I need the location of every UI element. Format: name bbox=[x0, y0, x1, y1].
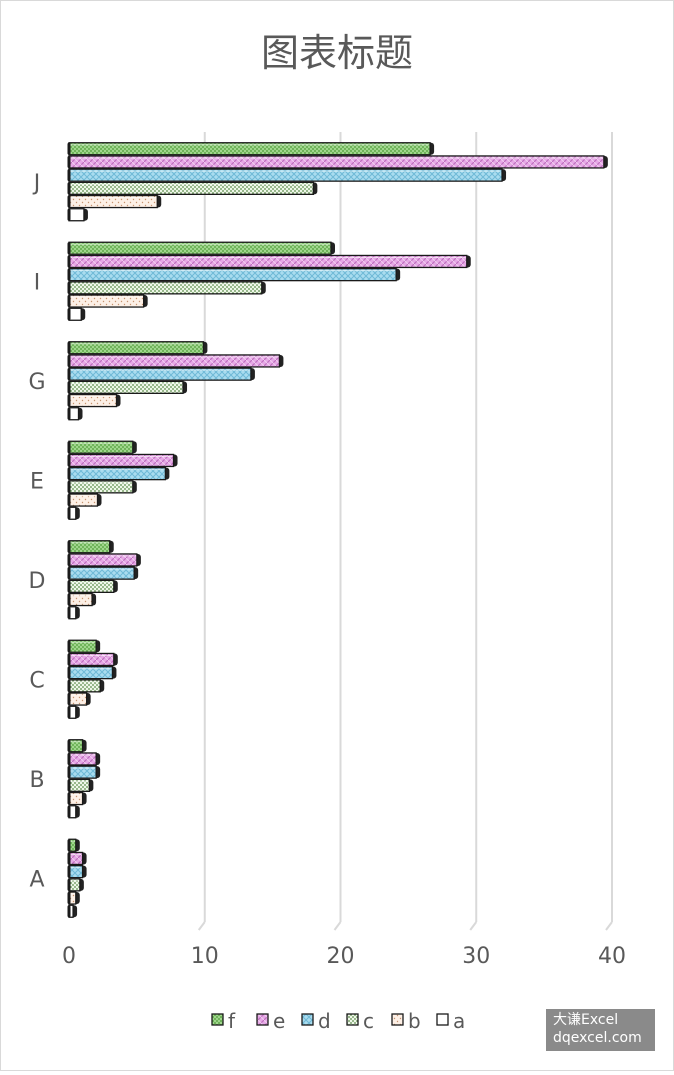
watermark-line1: 大谦Excel bbox=[553, 1012, 619, 1028]
gridline-foot bbox=[469, 921, 478, 931]
bar-start-cap bbox=[67, 268, 71, 281]
legend-swatch-a bbox=[436, 1013, 449, 1026]
bar-start-cap bbox=[67, 480, 71, 493]
category-labels: A B C D E G I J bbox=[28, 171, 45, 893]
category-label: J bbox=[32, 171, 41, 196]
bar-start-cap bbox=[67, 779, 71, 792]
bar-start-cap bbox=[67, 878, 71, 891]
bar-start-cap bbox=[67, 341, 71, 354]
legend-label-d: d bbox=[318, 1009, 331, 1033]
legend-label-b: b bbox=[408, 1009, 421, 1033]
bar-start-cap bbox=[67, 892, 71, 905]
bar-start-cap bbox=[67, 792, 71, 805]
bar-start-cap bbox=[67, 381, 71, 394]
bar-start-cap bbox=[67, 852, 71, 865]
category-label: G bbox=[28, 370, 45, 395]
bar-start-cap bbox=[67, 640, 71, 653]
bar-start-cap bbox=[67, 195, 71, 208]
bar-start-cap bbox=[67, 666, 71, 679]
bar-start-cap bbox=[67, 839, 71, 852]
bar-start-cap bbox=[67, 567, 71, 580]
bar-start-cap bbox=[67, 494, 71, 507]
bar-start-cap bbox=[67, 540, 71, 553]
legend-label-e: e bbox=[273, 1009, 285, 1033]
bars bbox=[67, 142, 608, 918]
bar-start-cap bbox=[67, 905, 71, 918]
category-label: E bbox=[30, 469, 44, 494]
bar-start-cap bbox=[67, 593, 71, 606]
bar-start-cap bbox=[67, 653, 71, 666]
bar-start-cap bbox=[67, 441, 71, 454]
bar-start-cap bbox=[67, 454, 71, 467]
bar-start-cap bbox=[67, 706, 71, 719]
legend-swatch-c bbox=[346, 1013, 359, 1026]
bar-start-cap bbox=[67, 182, 71, 195]
bar-start-cap bbox=[67, 865, 71, 878]
x-tick-label: 0 bbox=[62, 944, 76, 969]
bar-start-cap bbox=[67, 155, 71, 168]
chart-title: 图表标题 bbox=[261, 31, 413, 75]
gridline-foot bbox=[333, 921, 342, 931]
x-tick-labels: 0 10 20 30 40 bbox=[62, 944, 626, 969]
gridline-foot bbox=[605, 921, 613, 931]
bar-start-cap bbox=[67, 169, 71, 182]
x-tick-label: 10 bbox=[191, 944, 219, 969]
x-tick-label: 20 bbox=[327, 944, 355, 969]
bar-start-cap bbox=[67, 739, 71, 752]
x-tick-label: 30 bbox=[462, 944, 490, 969]
bar-start-cap bbox=[67, 308, 71, 321]
bar-start-cap bbox=[67, 394, 71, 407]
bar-start-cap bbox=[67, 467, 71, 480]
category-label: A bbox=[29, 867, 44, 892]
bar-start-cap bbox=[67, 281, 71, 294]
bar-start-cap bbox=[67, 693, 71, 706]
category-label: B bbox=[29, 768, 44, 793]
category-label: I bbox=[34, 270, 41, 295]
bar-start-cap bbox=[67, 255, 71, 268]
legend-swatch-f bbox=[211, 1013, 224, 1026]
bar-start-cap bbox=[67, 805, 71, 818]
bar-start-cap bbox=[67, 580, 71, 593]
bar-start-cap bbox=[67, 507, 71, 520]
legend-label-a: a bbox=[453, 1009, 465, 1033]
category-label: D bbox=[29, 569, 46, 594]
category-label: C bbox=[29, 668, 44, 693]
x-tick-label: 40 bbox=[598, 944, 626, 969]
bar-start-cap bbox=[67, 606, 71, 619]
bar-start-cap bbox=[67, 142, 71, 155]
legend-swatch-b bbox=[391, 1013, 404, 1026]
bar-start-cap bbox=[67, 354, 71, 367]
bar-start-cap bbox=[67, 679, 71, 692]
watermark: 大谦Excel dqexcel.com bbox=[546, 1009, 655, 1051]
bar-start-cap bbox=[67, 368, 71, 381]
bar-start-cap bbox=[67, 295, 71, 308]
legend-label-c: c bbox=[363, 1009, 374, 1033]
legend-label-f: f bbox=[228, 1009, 236, 1033]
bar-start-cap bbox=[67, 553, 71, 566]
watermark-line2: dqexcel.com bbox=[553, 1030, 642, 1046]
legend-swatch-d bbox=[301, 1013, 314, 1026]
bar-start-cap bbox=[67, 752, 71, 765]
bar-start-cap bbox=[67, 208, 71, 221]
bar-start-cap bbox=[67, 766, 71, 779]
bar-start-cap bbox=[67, 407, 71, 420]
legend-swatch-e bbox=[256, 1013, 269, 1026]
bar-start-cap bbox=[67, 242, 71, 255]
gridline-foot bbox=[197, 921, 206, 931]
